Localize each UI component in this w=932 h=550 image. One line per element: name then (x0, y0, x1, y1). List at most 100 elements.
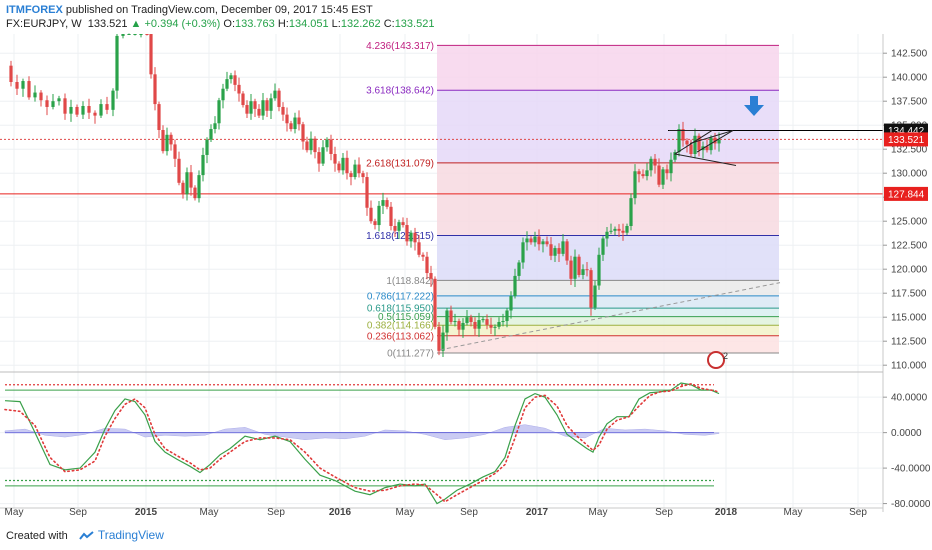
candle-body (465, 317, 469, 323)
price-label: 133.521 (888, 135, 925, 146)
candle-body (677, 129, 681, 153)
candle-body (57, 98, 61, 102)
candle-body (33, 92, 37, 98)
candle-body (425, 256, 429, 274)
candle-body (289, 123, 293, 130)
candle-body (645, 170, 649, 177)
candle-body (625, 226, 629, 233)
candle-body (381, 200, 385, 206)
high-value: 134.051 (288, 18, 329, 30)
fib-band (437, 235, 779, 281)
candle-body (115, 35, 119, 91)
symbol-label[interactable]: FX:EURJPY, W (6, 18, 82, 30)
candle-body (349, 173, 353, 178)
candle-body (269, 98, 273, 111)
fib-band (437, 45, 779, 91)
candle-body (457, 321, 461, 330)
price-label: 127.844 (888, 189, 925, 200)
candle-body (127, 34, 131, 35)
candle-body (469, 317, 473, 322)
price-tick-label: 112.500 (891, 337, 927, 348)
low-value: 132.262 (340, 18, 381, 30)
fib-band (437, 162, 779, 236)
oscillator-pane (4, 382, 720, 505)
event-badge-text: 2 (723, 351, 728, 361)
time-tick-label: May (5, 507, 24, 518)
price-tick-label: 140.000 (891, 73, 928, 84)
price-change: ▲ +0.394 (+0.3%) (130, 18, 221, 30)
candle-body (149, 34, 153, 75)
candle-body (429, 273, 433, 279)
candle-body (653, 158, 657, 166)
candle-body (229, 75, 233, 80)
candlestick-series (9, 33, 721, 358)
candle-body (717, 139, 721, 144)
candle-body (453, 321, 457, 323)
fib-level-label: 0.786(117.222) (367, 291, 434, 302)
fib-band (437, 280, 779, 296)
candle-body (593, 285, 597, 308)
candle-body (673, 152, 677, 160)
candle-body (517, 262, 521, 276)
candle-body (385, 200, 389, 207)
candle-body (261, 100, 265, 116)
candle-body (285, 114, 289, 124)
candle-body (485, 319, 489, 325)
candle-body (713, 137, 717, 144)
wedge-lower (696, 130, 734, 153)
candle-body (197, 175, 201, 199)
fib-band (437, 325, 779, 336)
candle-body (111, 90, 115, 110)
candle-body (213, 123, 217, 130)
candle-body (405, 225, 409, 242)
fib-level-label: 0.236(113.062) (367, 331, 434, 342)
publisher-name[interactable]: ITMFOREX (6, 4, 63, 16)
candle-body (617, 228, 621, 231)
candle-body (533, 236, 537, 243)
price-label-box (884, 186, 928, 201)
price-tick-label: 125.000 (891, 217, 928, 228)
candle-body (173, 144, 177, 159)
candle-body (145, 34, 149, 35)
candle-body (685, 140, 689, 145)
candle-body (313, 138, 317, 153)
candle-body (317, 152, 321, 164)
candle-body (705, 146, 709, 151)
trendline-dashed (439, 282, 781, 351)
down-arrow-icon (744, 96, 764, 116)
candle-body (241, 93, 245, 106)
candle-body (585, 269, 589, 271)
candle-body (361, 173, 365, 178)
candle-body (409, 232, 413, 242)
created-with-label: Created with (6, 530, 68, 542)
candle-body (341, 157, 345, 171)
fib-level-label: 0.5(115.059) (378, 312, 434, 323)
fib-level-label: 1(118.842) (386, 276, 434, 287)
open-label: O: (223, 18, 236, 30)
wedge-upper (689, 130, 734, 144)
candle-body (185, 172, 189, 195)
candle-body (641, 174, 645, 177)
price-tick-label: 142.500 (891, 49, 928, 60)
candle-body (233, 75, 237, 85)
time-tick-label: 2015 (135, 507, 158, 518)
candle-body (345, 157, 349, 174)
candle-body (249, 101, 253, 114)
tradingview-brand[interactable]: TradingView (97, 528, 164, 542)
candle-body (321, 147, 325, 164)
drawings: 2 (439, 96, 781, 369)
time-tick-label: 2018 (715, 507, 738, 518)
time-tick-label: Sep (267, 507, 285, 518)
candle-body (441, 332, 445, 351)
candle-body (253, 101, 257, 109)
candle-body (393, 226, 397, 231)
candle-body (401, 222, 405, 226)
fib-level-label: 1.618(123.515) (366, 231, 434, 242)
candle-body (649, 158, 653, 171)
time-tick-label: 2017 (526, 507, 549, 518)
candle-body (497, 322, 501, 327)
candle-body (525, 238, 529, 243)
candle-body (501, 321, 505, 323)
fib-band (437, 295, 779, 309)
